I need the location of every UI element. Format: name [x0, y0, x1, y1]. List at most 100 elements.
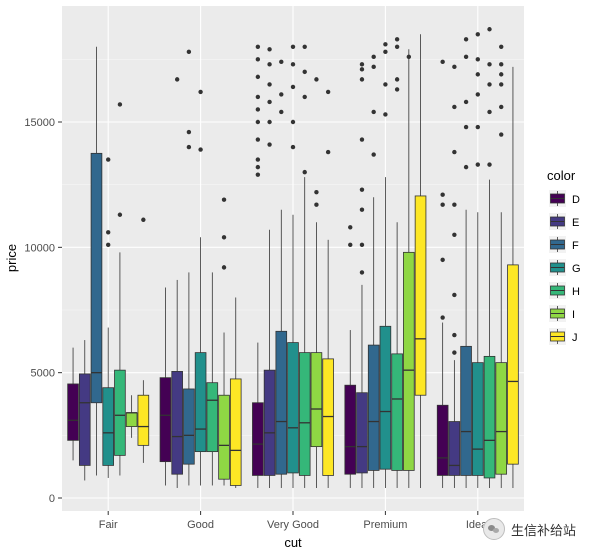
outlier-point	[141, 217, 146, 222]
watermark: 生信补给站	[482, 518, 576, 540]
outlier-point	[371, 152, 376, 157]
box-body	[460, 345, 472, 476]
box-very-good-J	[322, 89, 334, 488]
outlier-point	[463, 37, 469, 42]
outlier-point	[499, 72, 504, 77]
box-premium-I	[403, 49, 415, 488]
legend-label: E	[572, 217, 579, 229]
box-body	[263, 369, 276, 476]
outlier-point	[198, 89, 203, 95]
outlier-point	[290, 144, 296, 150]
outlier-point	[394, 44, 400, 49]
outlier-point	[383, 82, 388, 87]
outlier-point	[290, 62, 296, 67]
outlier-point	[279, 59, 284, 65]
box-very-good-I	[310, 77, 323, 488]
box-ideal-F	[460, 37, 472, 488]
box-ideal-D	[436, 59, 449, 488]
outlier-point	[325, 149, 331, 155]
outlier-point	[174, 77, 180, 82]
outlier-point	[221, 197, 227, 202]
outlier-point	[487, 27, 492, 32]
box-body	[125, 412, 138, 427]
outlier-point	[452, 104, 457, 110]
box-fair-E	[78, 340, 91, 481]
box-body	[229, 378, 242, 486]
outlier-point	[267, 82, 272, 87]
legend-label: I	[572, 309, 575, 321]
x-tick-label: Good	[187, 519, 214, 531]
outlier-point	[255, 119, 261, 125]
box-very-good-G	[287, 44, 299, 488]
outlier-point	[255, 172, 261, 177]
legend-label: J	[572, 332, 578, 344]
box-body	[218, 394, 230, 480]
outlier-point	[463, 54, 469, 60]
outlier-point	[359, 270, 365, 275]
outlier-point	[383, 49, 388, 55]
legend-label: H	[572, 286, 580, 298]
box-premium-F	[367, 54, 380, 488]
outlier-point	[186, 49, 192, 55]
outlier-point	[302, 94, 307, 100]
outlier-point	[348, 225, 353, 230]
outlier-point	[463, 164, 469, 170]
y-tick-label: 10000	[24, 242, 55, 254]
box-ideal-G	[472, 32, 484, 488]
outlier-point	[348, 242, 353, 248]
outlier-point	[475, 124, 480, 130]
box-body	[391, 353, 403, 471]
outlier-point	[255, 137, 261, 142]
outlier-point	[394, 37, 400, 42]
outlier-point	[267, 62, 272, 67]
outlier-point	[452, 149, 457, 155]
x-axis: Fair Good Very Good Premium Ideal	[99, 511, 490, 531]
outlier-point	[255, 94, 261, 100]
x-axis-title: cut	[284, 535, 302, 550]
box-body	[137, 394, 150, 446]
box-body	[356, 392, 368, 474]
box-ideal-I	[495, 44, 508, 488]
box-premium-J	[414, 34, 427, 488]
outlier-point	[499, 82, 504, 87]
box-premium-D	[344, 225, 357, 488]
box-body	[183, 388, 195, 465]
outlier-point	[440, 315, 445, 320]
box-fair-F	[90, 46, 103, 476]
outlier-point	[487, 82, 492, 87]
box-body	[483, 355, 496, 479]
outlier-point	[255, 164, 261, 170]
legend-item-I: I	[549, 305, 575, 322]
box-fair-G	[102, 157, 114, 478]
outlier-point	[475, 162, 480, 167]
outlier-point	[371, 54, 376, 60]
outlier-point	[255, 157, 261, 162]
outlier-point	[106, 157, 111, 162]
outlier-point	[325, 89, 331, 95]
box-premium-H	[391, 37, 403, 488]
box-good-H	[206, 272, 219, 486]
y-tick-label: 5000	[31, 368, 55, 380]
outlier-point	[383, 42, 388, 47]
box-body	[171, 371, 183, 475]
outlier-point	[255, 44, 261, 49]
box-fair-J	[137, 217, 150, 463]
outlier-point	[440, 192, 445, 197]
y-axis-title: price	[4, 244, 19, 272]
box-body	[78, 373, 91, 466]
outlier-point	[255, 57, 261, 62]
outlier-point	[499, 104, 504, 110]
outlier-point	[475, 32, 480, 37]
legend-label: G	[572, 263, 581, 275]
legend-label: D	[572, 194, 580, 206]
outlier-point	[290, 119, 296, 125]
outlier-point	[255, 107, 261, 112]
box-ideal-J	[507, 66, 519, 488]
x-tick-label: Fair	[99, 519, 118, 531]
outlier-point	[463, 124, 469, 130]
outlier-point	[198, 147, 203, 152]
box-body	[102, 387, 114, 466]
box-good-E	[171, 77, 183, 488]
